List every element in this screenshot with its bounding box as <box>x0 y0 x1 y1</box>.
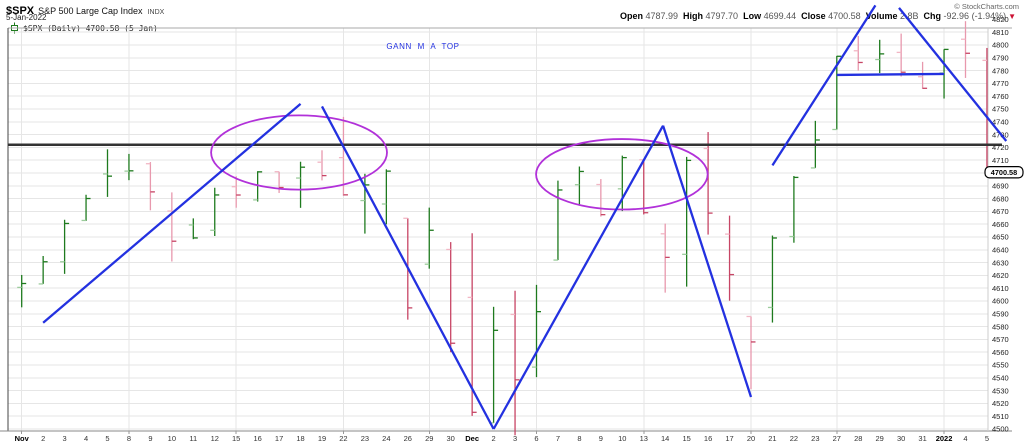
svg-text:23: 23 <box>811 434 819 443</box>
svg-text:22: 22 <box>790 434 798 443</box>
svg-text:27: 27 <box>833 434 841 443</box>
svg-text:4520: 4520 <box>992 399 1009 408</box>
svg-text:GANN M A TOP: GANN M A TOP <box>386 42 459 51</box>
quote-high: High 4797.70 <box>683 11 739 21</box>
svg-text:4580: 4580 <box>992 322 1009 331</box>
svg-text:4: 4 <box>963 434 967 443</box>
svg-text:30: 30 <box>897 434 905 443</box>
svg-text:29: 29 <box>425 434 433 443</box>
svg-text:4750: 4750 <box>992 105 1009 114</box>
change-down-arrow-icon: ▼ <box>1008 12 1016 21</box>
svg-text:5: 5 <box>105 434 109 443</box>
svg-text:3: 3 <box>63 434 67 443</box>
svg-text:17: 17 <box>725 434 733 443</box>
exchange-tag: INDX <box>147 9 165 16</box>
svg-text:13: 13 <box>640 434 648 443</box>
svg-text:10: 10 <box>618 434 626 443</box>
svg-text:18: 18 <box>296 434 304 443</box>
svg-text:17: 17 <box>275 434 283 443</box>
svg-text:16: 16 <box>704 434 712 443</box>
svg-text:19: 19 <box>318 434 326 443</box>
svg-text:3: 3 <box>513 434 517 443</box>
svg-text:2: 2 <box>41 434 45 443</box>
svg-text:5: 5 <box>985 434 989 443</box>
svg-text:28: 28 <box>854 434 862 443</box>
svg-text:2022: 2022 <box>936 434 953 443</box>
svg-text:23: 23 <box>361 434 369 443</box>
svg-text:16: 16 <box>253 434 261 443</box>
svg-text:12: 12 <box>211 434 219 443</box>
svg-text:4530: 4530 <box>992 386 1009 395</box>
svg-text:4670: 4670 <box>992 207 1009 216</box>
svg-text:8: 8 <box>577 434 581 443</box>
svg-text:4550: 4550 <box>992 361 1009 370</box>
svg-text:7: 7 <box>556 434 560 443</box>
svg-text:Nov: Nov <box>15 434 30 443</box>
svg-text:4600: 4600 <box>992 297 1009 306</box>
svg-text:4760: 4760 <box>992 92 1009 101</box>
svg-text:4610: 4610 <box>992 284 1009 293</box>
svg-text:4650: 4650 <box>992 233 1009 242</box>
svg-text:14: 14 <box>661 434 669 443</box>
svg-text:4630: 4630 <box>992 258 1009 267</box>
svg-text:10: 10 <box>168 434 176 443</box>
instrument-label-text: $SPX (Daily) 4700.58 (5 Jan) <box>23 23 158 33</box>
svg-text:24: 24 <box>382 434 390 443</box>
svg-text:4730: 4730 <box>992 130 1009 139</box>
svg-text:9: 9 <box>148 434 152 443</box>
svg-text:29: 29 <box>876 434 884 443</box>
svg-text:4790: 4790 <box>992 54 1009 63</box>
svg-text:2: 2 <box>492 434 496 443</box>
symbol: $SPX <box>6 5 35 17</box>
svg-text:4780: 4780 <box>992 66 1009 75</box>
svg-text:4660: 4660 <box>992 220 1009 229</box>
svg-text:11: 11 <box>189 434 197 443</box>
svg-text:4560: 4560 <box>992 348 1009 357</box>
svg-text:9: 9 <box>599 434 603 443</box>
svg-text:4620: 4620 <box>992 271 1009 280</box>
quote-line: Open 4787.99 High 4797.70 Low 4699.44 Close… <box>615 11 1016 21</box>
svg-text:4770: 4770 <box>992 79 1009 88</box>
svg-text:8: 8 <box>127 434 131 443</box>
svg-text:4720: 4720 <box>992 143 1009 152</box>
candlestick-icon <box>11 22 18 34</box>
quote-low: Low 4699.44 <box>743 11 797 21</box>
svg-text:6: 6 <box>534 434 538 443</box>
svg-text:4640: 4640 <box>992 246 1009 255</box>
index-name: S&P 500 Large Cap Index <box>38 6 143 16</box>
svg-text:15: 15 <box>232 434 240 443</box>
svg-text:4570: 4570 <box>992 335 1009 344</box>
svg-text:4800: 4800 <box>992 41 1009 50</box>
svg-text:4590: 4590 <box>992 310 1009 319</box>
svg-text:22: 22 <box>339 434 347 443</box>
copyright-credit: © StockCharts.com <box>954 2 1019 11</box>
instrument-label: $SPX (Daily) 4700.58 (5 Jan) <box>10 22 158 34</box>
quote-chg: Chg -92.96 (-1.94%) <box>923 11 1007 21</box>
svg-text:4740: 4740 <box>992 118 1009 127</box>
svg-text:4690: 4690 <box>992 182 1009 191</box>
quote-open: Open 4787.99 <box>619 11 679 21</box>
svg-text:4: 4 <box>84 434 88 443</box>
quote-close: Close 4700.58 <box>801 11 861 21</box>
svg-text:21: 21 <box>768 434 776 443</box>
svg-text:4500: 4500 <box>992 425 1009 434</box>
chart-header: $SPX S&P 500 Large Cap Index INDX <box>6 1 164 19</box>
svg-text:4540: 4540 <box>992 374 1009 383</box>
svg-text:4710: 4710 <box>992 156 1009 165</box>
quote-volume: Volume 2.8B <box>865 11 919 21</box>
svg-text:4700.58: 4700.58 <box>991 168 1017 177</box>
svg-text:Dec: Dec <box>465 434 479 443</box>
svg-text:20: 20 <box>747 434 755 443</box>
svg-text:15: 15 <box>682 434 690 443</box>
svg-text:4810: 4810 <box>992 28 1009 37</box>
svg-text:30: 30 <box>447 434 455 443</box>
svg-text:26: 26 <box>404 434 412 443</box>
svg-text:4510: 4510 <box>992 412 1009 421</box>
svg-text:4680: 4680 <box>992 194 1009 203</box>
quote-date: 5-Jan-2022 <box>6 13 47 22</box>
svg-text:31: 31 <box>918 434 926 443</box>
